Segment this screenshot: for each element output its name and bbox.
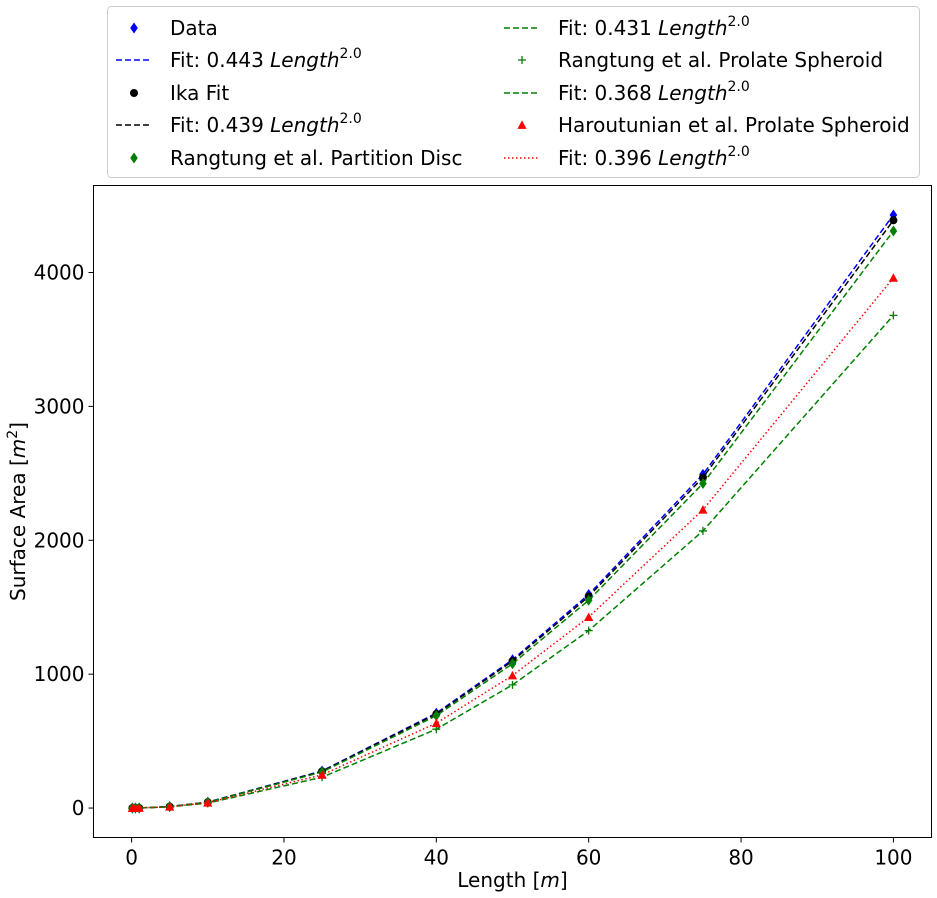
legend: Data Fit: 0.443 Length2.0 Ika Fit Fit: 0.43… xyxy=(107,6,920,178)
data-point xyxy=(889,216,898,225)
data-point xyxy=(134,803,144,812)
legend-handle xyxy=(518,56,526,64)
legend-label: Ika Fit xyxy=(170,81,229,105)
x-tick-label: 0 xyxy=(125,846,138,870)
data-point xyxy=(431,718,441,728)
legend-label: Fit: 0.439 Length2.0 xyxy=(170,111,362,137)
legend-entry: Rangtung et al. Prolate Spheroid xyxy=(518,48,883,72)
data-point xyxy=(698,505,708,514)
y-tick-label: 4000 xyxy=(34,261,85,285)
legend-box xyxy=(107,6,920,178)
legend-handle xyxy=(130,22,138,34)
legend-label: Fit: 0.443 Length2.0 xyxy=(170,46,362,72)
series-layer xyxy=(127,209,899,814)
legend-entry: Fit: 0.368 Length2.0 xyxy=(504,79,750,105)
data-point xyxy=(432,710,441,722)
legend-entry: Fit: 0.431 Length2.0 xyxy=(504,14,750,40)
legend-entry: Fit: 0.439 Length2.0 xyxy=(116,111,362,137)
y-tick-label: 2000 xyxy=(34,528,85,552)
legend-entry: Haroutunian et al. Prolate Spheroid xyxy=(517,113,910,137)
series-haroutunian-et-al-prolate-spheroid xyxy=(127,273,899,812)
y-axis-label: Surface Area [m2] xyxy=(5,422,30,601)
x-axis-label: Length [m] xyxy=(457,868,567,892)
data-point xyxy=(508,658,517,670)
x-tick-label: 20 xyxy=(271,846,296,870)
x-tick-label: 40 xyxy=(424,846,449,870)
series-fit-0-396-length-2-0 xyxy=(132,277,894,809)
legend-entry: Ika Fit xyxy=(130,81,229,105)
legend-entry: Fit: 0.443 Length2.0 xyxy=(116,46,362,72)
data-point xyxy=(203,798,213,807)
x-tick-label: 100 xyxy=(874,846,912,870)
legend-handle xyxy=(130,152,138,164)
x-tick-label: 80 xyxy=(728,846,753,870)
legend-label: Fit: 0.431 Length2.0 xyxy=(558,14,750,40)
plot-area xyxy=(93,185,932,838)
legend-label: Data xyxy=(170,16,218,40)
legend-label: Fit: 0.368 Length2.0 xyxy=(558,79,750,105)
y-tick-label: 0 xyxy=(72,796,85,820)
legend-handle xyxy=(517,120,527,129)
legend-handle xyxy=(130,89,138,97)
legend-entry: Rangtung et al. Partition Disc xyxy=(130,146,462,170)
legend-entry: Data xyxy=(130,16,218,40)
series-line xyxy=(132,277,894,809)
legend-label: Rangtung et al. Partition Disc xyxy=(170,146,462,170)
data-point xyxy=(508,680,517,689)
data-point xyxy=(888,273,899,282)
y-tick-label: 1000 xyxy=(34,662,85,686)
legend-label: Rangtung et al. Prolate Spheroid xyxy=(558,48,883,72)
x-tick-label: 60 xyxy=(576,846,601,870)
legend-label: Fit: 0.396 Length2.0 xyxy=(558,144,750,170)
legend-label: Haroutunian et al. Prolate Spheroid xyxy=(558,113,910,137)
y-tick-label: 3000 xyxy=(34,394,85,418)
legend-entry: Fit: 0.396 Length2.0 xyxy=(504,144,750,170)
